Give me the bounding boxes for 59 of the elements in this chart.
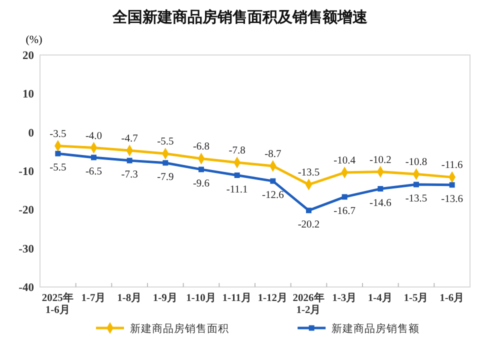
data-label: -13.6 <box>441 194 464 205</box>
point <box>449 182 455 188</box>
point <box>234 172 240 178</box>
data-label: -5.5 <box>50 162 66 174</box>
y-tick-label: -10 <box>18 166 34 178</box>
data-label: -7.9 <box>157 172 174 183</box>
data-label: -11.1 <box>226 184 248 196</box>
x-tick-label: 2025年 1-6月 <box>42 291 74 316</box>
legend-label: 新建商品房销售额 <box>332 322 420 335</box>
x-tick-label: 1-11月 <box>222 292 252 304</box>
point <box>414 182 419 188</box>
data-label: -6.8 <box>192 142 210 153</box>
x-tick-label: 1-3月 <box>332 292 358 304</box>
data-label: -3.5 <box>50 128 66 140</box>
data-label: -9.6 <box>192 178 210 190</box>
point <box>91 154 96 160</box>
data-label: -7.8 <box>228 145 246 156</box>
x-tick-label: 2026年 1-2月 <box>292 291 325 316</box>
y-tick-label: 0 <box>28 127 34 140</box>
y-tick-label: -30 <box>18 243 34 256</box>
point <box>198 166 204 172</box>
y-tick-label: 20 <box>22 50 34 62</box>
y-axis-title: (%) <box>26 34 43 46</box>
point <box>378 186 384 192</box>
x-tick-label: 1-4月 <box>368 292 393 304</box>
data-label: -6.5 <box>85 166 102 178</box>
data-label: -14.6 <box>369 198 392 209</box>
x-tick-label: 1-6月 <box>440 292 465 304</box>
data-label: -10.4 <box>334 156 356 167</box>
data-label: -11.6 <box>441 160 463 172</box>
data-label: -12.6 <box>262 190 284 202</box>
data-label: -7.3 <box>121 170 138 181</box>
point <box>162 160 168 166</box>
data-label: -8.7 <box>264 148 282 160</box>
data-label: -10.8 <box>405 157 428 168</box>
data-label: -13.5 <box>405 194 428 205</box>
data-label: -20.2 <box>298 219 320 230</box>
x-tick-label: 1-12月 <box>258 292 288 304</box>
legend-label: 新建商品房销售面积 <box>130 322 229 335</box>
chart-title: 全国新建商品房销售面积及销售额增速 <box>112 8 368 26</box>
point <box>342 194 348 200</box>
data-label: -4.7 <box>121 134 138 145</box>
y-tick-label: -20 <box>18 204 34 217</box>
point <box>126 158 132 164</box>
x-tick-label: 1-7月 <box>81 292 106 304</box>
data-label: -4.0 <box>85 130 102 142</box>
data-label: -13.5 <box>298 168 320 179</box>
point <box>270 178 276 184</box>
data-label: -16.7 <box>334 206 356 217</box>
x-tick-label: 1-8月 <box>117 292 142 304</box>
point <box>306 208 312 214</box>
point <box>55 150 61 156</box>
x-tick-label: 1-10月 <box>186 292 216 304</box>
data-label: -10.2 <box>369 154 392 166</box>
y-tick-label: 10 <box>22 88 34 101</box>
x-tick-label: 1-5月 <box>404 292 429 304</box>
x-tick-label: 1-9月 <box>152 292 178 304</box>
y-tick-label: -40 <box>18 282 34 294</box>
data-label: -5.5 <box>157 136 174 148</box>
